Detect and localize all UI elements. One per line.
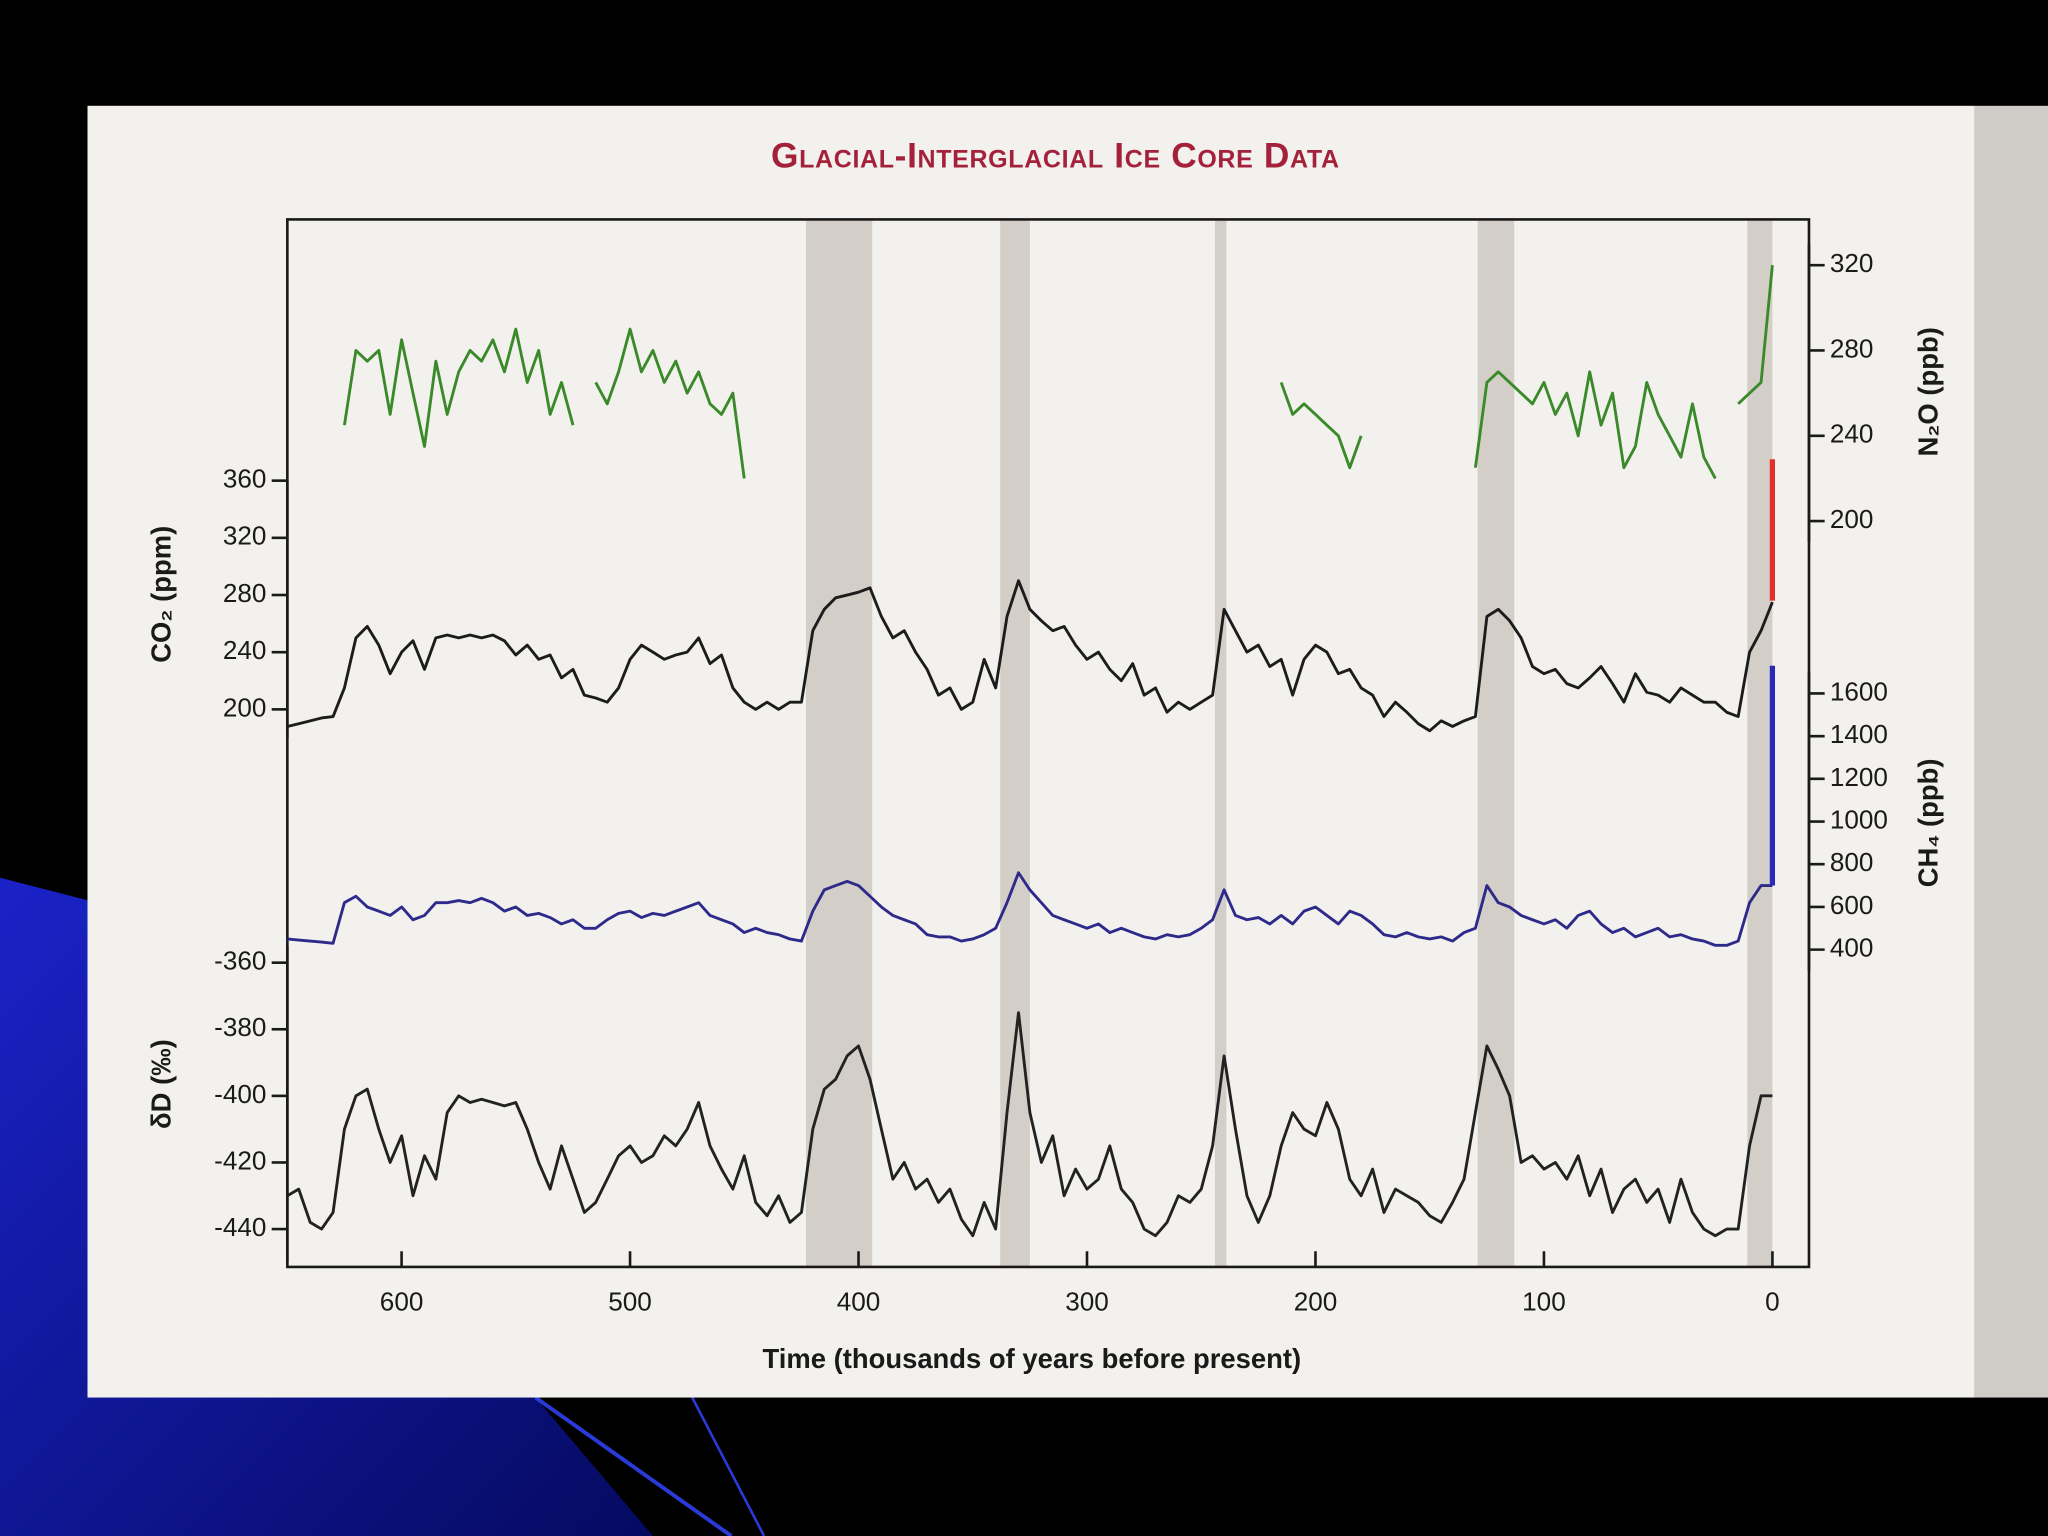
y-axis-title: CO₂ (ppm) [146, 526, 177, 663]
y-tick-label: 600 [1830, 890, 1874, 920]
x-tick-label: 500 [608, 1286, 652, 1316]
decor-shape [0, 877, 654, 1536]
shaded-span [1747, 219, 1773, 1267]
decor-line [534, 1395, 733, 1536]
x-axis-title: Time (thousands of years before present) [763, 1343, 1302, 1374]
shaded-span [1477, 219, 1515, 1267]
paper [87, 105, 1975, 1398]
y-tick-label: 320 [223, 521, 267, 551]
y-tick-label: -380 [214, 1012, 266, 1042]
y-tick-label: -400 [214, 1079, 266, 1109]
shaded-span [1000, 219, 1030, 1267]
x-tick-label: 100 [1522, 1286, 1566, 1316]
x-tick-label: 200 [1294, 1286, 1338, 1316]
y-tick-label: 280 [223, 578, 267, 608]
y-tick-label: 1600 [1830, 676, 1888, 706]
y-tick-label: 360 [223, 464, 267, 494]
y-tick-label: -420 [214, 1145, 266, 1175]
y-tick-label: 1400 [1830, 719, 1888, 749]
shaded-span [805, 219, 873, 1267]
data-line [287, 579, 1774, 733]
y-tick-label: 280 [1830, 333, 1874, 363]
chart-title: Glacial-Interglacial Ice Core Data [771, 136, 1340, 175]
y-tick-label: 240 [223, 635, 267, 665]
y-tick-label: 1000 [1830, 804, 1888, 834]
y-tick-label: 200 [1830, 504, 1874, 534]
y-tick-label: -440 [214, 1212, 266, 1242]
y-tick-label: 400 [1830, 933, 1874, 963]
x-tick-label: 0 [1765, 1286, 1780, 1316]
x-tick-label: 300 [1065, 1286, 1109, 1316]
decor-line [691, 1396, 766, 1536]
y-tick-label: 240 [1830, 419, 1874, 449]
y-axis-title: CH₄ (ppb) [1913, 758, 1944, 887]
y-tick-label: -360 [214, 946, 266, 976]
y-tick-label: 1200 [1830, 762, 1888, 792]
y-tick-label: 320 [1830, 248, 1874, 278]
data-line [343, 265, 1774, 480]
y-tick-label: 800 [1830, 847, 1874, 877]
y-tick-label: 200 [223, 692, 267, 722]
data-line [286, 1011, 1773, 1238]
x-tick-label: 600 [380, 1286, 424, 1316]
paper-edge [1974, 105, 2048, 1398]
y-axis-title: δD (‰) [146, 1039, 177, 1129]
x-tick-label: 400 [837, 1286, 881, 1316]
data-line [287, 871, 1773, 947]
y-axis-title: N₂O (ppb) [1913, 327, 1944, 456]
shaded-span [1214, 219, 1227, 1267]
